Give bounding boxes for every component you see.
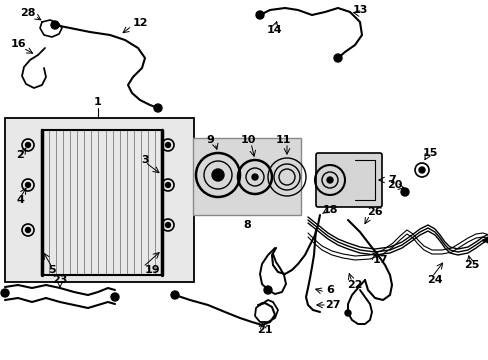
Circle shape <box>111 293 119 301</box>
Text: 27: 27 <box>325 300 340 310</box>
Circle shape <box>251 174 258 180</box>
Text: 7: 7 <box>387 175 395 185</box>
Text: 15: 15 <box>422 148 437 158</box>
Text: 9: 9 <box>205 135 214 145</box>
Text: 5: 5 <box>48 265 56 275</box>
Circle shape <box>345 310 350 316</box>
Circle shape <box>165 143 170 148</box>
Bar <box>42 130 162 275</box>
Text: 23: 23 <box>52 275 67 285</box>
Text: 14: 14 <box>266 25 282 35</box>
Circle shape <box>1 289 9 297</box>
Circle shape <box>485 237 488 243</box>
Text: 18: 18 <box>322 205 337 215</box>
FancyBboxPatch shape <box>315 153 381 207</box>
Text: 16: 16 <box>10 39 26 49</box>
Circle shape <box>212 169 224 181</box>
Text: 22: 22 <box>346 280 362 290</box>
Text: 12: 12 <box>132 18 147 28</box>
Text: 25: 25 <box>464 260 479 270</box>
Circle shape <box>165 222 170 228</box>
Text: 6: 6 <box>325 285 333 295</box>
Circle shape <box>326 177 332 183</box>
Text: 4: 4 <box>16 195 24 205</box>
Circle shape <box>51 21 59 29</box>
Text: 11: 11 <box>275 135 290 145</box>
Text: 8: 8 <box>243 220 250 230</box>
Text: 24: 24 <box>427 275 442 285</box>
Circle shape <box>25 183 30 188</box>
Circle shape <box>154 104 162 112</box>
Text: 3: 3 <box>141 155 148 165</box>
Circle shape <box>171 291 179 299</box>
Bar <box>5 118 194 282</box>
Circle shape <box>333 54 341 62</box>
Circle shape <box>264 286 271 294</box>
Circle shape <box>165 183 170 188</box>
Circle shape <box>400 188 408 196</box>
Text: 2: 2 <box>16 150 24 160</box>
Circle shape <box>256 11 264 19</box>
Text: 26: 26 <box>366 207 382 217</box>
Bar <box>193 138 301 215</box>
Text: 19: 19 <box>144 265 160 275</box>
Circle shape <box>25 143 30 148</box>
Text: 20: 20 <box>386 180 402 190</box>
Text: 10: 10 <box>240 135 255 145</box>
Text: 1: 1 <box>94 97 102 107</box>
Text: 28: 28 <box>20 8 36 18</box>
Circle shape <box>25 228 30 233</box>
Text: 17: 17 <box>371 255 387 265</box>
Text: 13: 13 <box>351 5 367 15</box>
Circle shape <box>418 167 424 173</box>
Text: 21: 21 <box>257 325 272 335</box>
